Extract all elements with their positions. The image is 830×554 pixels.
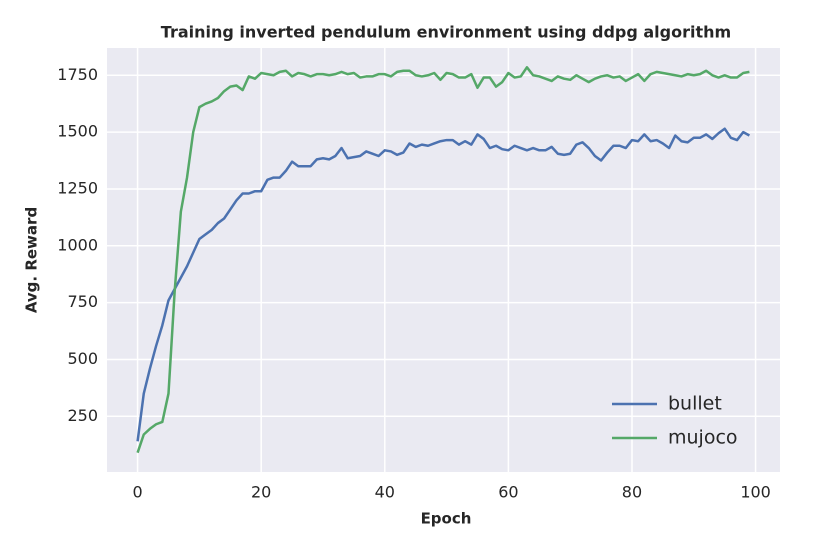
- legend-label: bullet: [668, 393, 722, 415]
- x-tick-label: 40: [375, 483, 395, 502]
- legend-label: mujoco: [668, 427, 738, 449]
- y-tick-label: 500: [67, 349, 98, 368]
- y-tick-label: 1500: [57, 122, 98, 141]
- y-tick-label: 1750: [57, 65, 98, 84]
- x-axis-label: Epoch: [421, 510, 472, 528]
- x-tick-label: 60: [498, 483, 518, 502]
- chart-title: Training inverted pendulum environment u…: [161, 23, 731, 42]
- x-tick-label: 80: [622, 483, 642, 502]
- x-tick-label: 100: [740, 483, 771, 502]
- line-series: [136, 66, 750, 454]
- y-axis-label: Avg. Reward: [23, 207, 41, 313]
- line-series: [136, 127, 751, 442]
- plot-area: [107, 48, 780, 472]
- y-tick-label: 250: [67, 406, 98, 425]
- y-tick-label: 1000: [57, 235, 98, 254]
- y-tick-label: 750: [67, 292, 98, 311]
- x-tick-label: 0: [132, 483, 142, 502]
- x-tick-label: 20: [251, 483, 271, 502]
- y-tick-label: 1250: [57, 178, 98, 197]
